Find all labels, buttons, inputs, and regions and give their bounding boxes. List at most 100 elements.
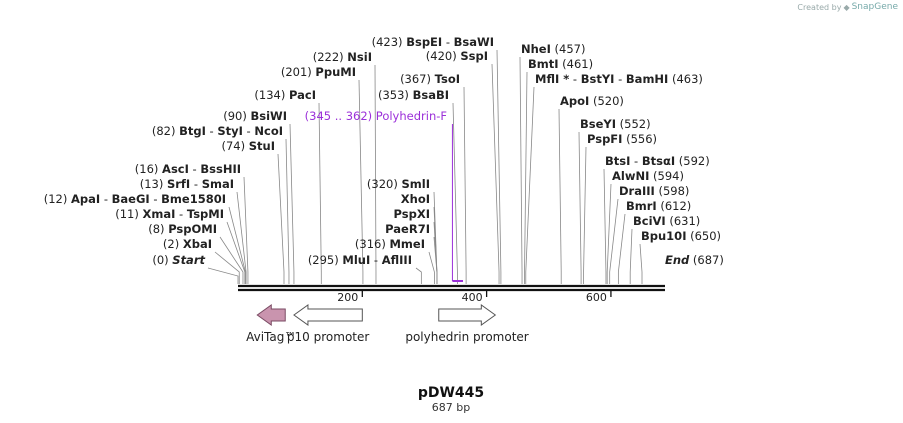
enzyme-name: DraIII [619,184,655,198]
site-label-ppumi: (201) PpuMI [281,65,356,79]
site-label-btsi: BtsI - BtsαI (592) [605,154,710,168]
site-position: (520) [589,94,624,108]
enzyme-name: PspXI [394,207,430,221]
feature-arrow-polyhedrin-promoter [438,304,497,326]
name-separator: - [630,154,641,168]
site-alwni: AlwNI (594) [606,169,684,284]
site-tsoi: (367) TsoI [400,72,467,284]
snapgene-credit: Created by ◆ SnapGene [797,2,898,12]
site-leader-line [491,63,500,284]
site-apoi: ApoI (520) [558,94,624,284]
enzyme-name: BspEI [406,35,442,49]
enzyme-name: BtgI [179,124,206,138]
site-leader-line [219,236,244,284]
feature-avitag: AviTag™ [246,304,296,344]
site-label-tsoi: (367) TsoI [400,72,460,86]
site-leader-line [277,153,285,284]
site-leader-line [519,56,523,284]
feature-arrow-avitag [256,304,286,326]
end-label: End (687) [665,253,724,267]
site-mmei: (316) MmeI [355,237,435,284]
site-pspomi: (8) PspOMI [148,222,244,284]
enzyme-name: BtsαI [642,154,675,168]
site-leader-line [285,138,290,284]
site-label-stui: (74) StuI [221,139,275,153]
enzyme-name: MluI [342,253,370,267]
site-label-bspei: (423) BspEI - BsaWI [372,35,494,49]
site-leader-line [452,102,458,284]
site-position: (612) [657,199,692,213]
site-leader-line [609,198,619,284]
primer-label: (345 .. 362) Polyhedrin-F [305,109,447,123]
enzyme-name: BaeGI [112,192,150,206]
site-label-bcivi: BciVI (631) [633,214,700,228]
site-nsii: (222) NsiI [313,50,377,284]
enzyme-name: MflI * [535,72,569,86]
site-label-nhei: NheI (457) [521,42,585,56]
site-label-xhoi: XhoI [401,192,430,206]
site-position: (16) [135,162,162,176]
site-position: (457) [551,42,586,56]
site-position: (134) [254,88,289,102]
enzyme-name: BsaWI [454,35,494,49]
site-leader-line [639,243,643,284]
site-leader-line [228,206,246,284]
site-label-pspxi: PspXI [394,207,430,221]
site-position: (592) [675,154,710,168]
site-leader-line [606,183,612,284]
enzyme-name: PacI [289,88,316,102]
enzyme-name: BtsI [605,154,630,168]
ruler-label-600: 600 [586,291,607,304]
site-mlui: (295) MluI - AflIII [308,253,422,284]
start-name: Start [172,253,205,267]
enzyme-name: BseYI [580,117,616,131]
feature-label-p10-promoter: p10 promoter [287,330,369,344]
enzyme-name: ApaI [71,192,100,206]
site-label-pspomi: (8) PspOMI [148,222,217,236]
site-label-btgi: (82) BtgI - StyI - NcoI [152,124,283,138]
site-srfi: (13) SrfI - SmaI [140,177,247,284]
site-leader-line [583,146,587,284]
feature-arrow-p10-promoter [293,304,363,326]
site-label-apai: (12) ApaI - BaeGI - Bme1580I [44,192,226,206]
name-separator: - [189,162,200,176]
site-label-asci: (16) AscI - BssHII [135,162,241,176]
position-ruler: 200 400 600 [337,291,612,304]
enzyme-name: AlwNI [612,169,649,183]
site-leader-line [525,86,535,284]
enzyme-name: BsiWI [250,109,287,123]
site-leader-line [243,176,249,284]
enzyme-name: SmlI [402,177,431,191]
start-label: (0) Start [152,253,205,267]
site-label-bseyi: BseYI (552) [580,117,651,131]
enzyme-name: SmaI [202,177,234,191]
snapgene-logo-icon: ◆ [843,2,850,12]
enzyme-name: BmtI [528,57,559,71]
site-position: (90) [223,109,250,123]
site-leader-line [374,64,377,284]
credit-prefix: Created by [797,2,842,12]
name-separator: - [243,124,254,138]
name-separator: - [370,253,381,267]
site-position: (8) [148,222,168,236]
site-position: (687) [689,253,724,267]
enzyme-name: SrfI [167,177,190,191]
enzyme-name: BsaBI [413,88,449,102]
site-nhei: NheI (457) [519,42,585,284]
site-pspfi: PspFI (556) [583,132,657,284]
name-separator: - [614,72,625,86]
primer-name: Polyhedrin-F [376,109,447,123]
site-position: (556) [622,132,657,146]
enzyme-name: Bpu10I [641,229,686,243]
site-position: (463) [668,72,703,86]
site-label-bsabi: (353) BsaBI [378,88,449,102]
site-position: (598) [655,184,690,198]
site-bsiwi: (90) BsiWI [223,109,295,284]
site-sspi: (420) SspI [426,49,500,284]
site-bmri: BmrI (612) [617,199,692,284]
site-position: (353) [378,88,413,102]
name-separator: - [442,35,453,49]
enzyme-name: Bme1580I [161,192,226,206]
enzyme-name: NsiI [347,50,372,64]
site-label-paci: (134) PacI [254,88,316,102]
